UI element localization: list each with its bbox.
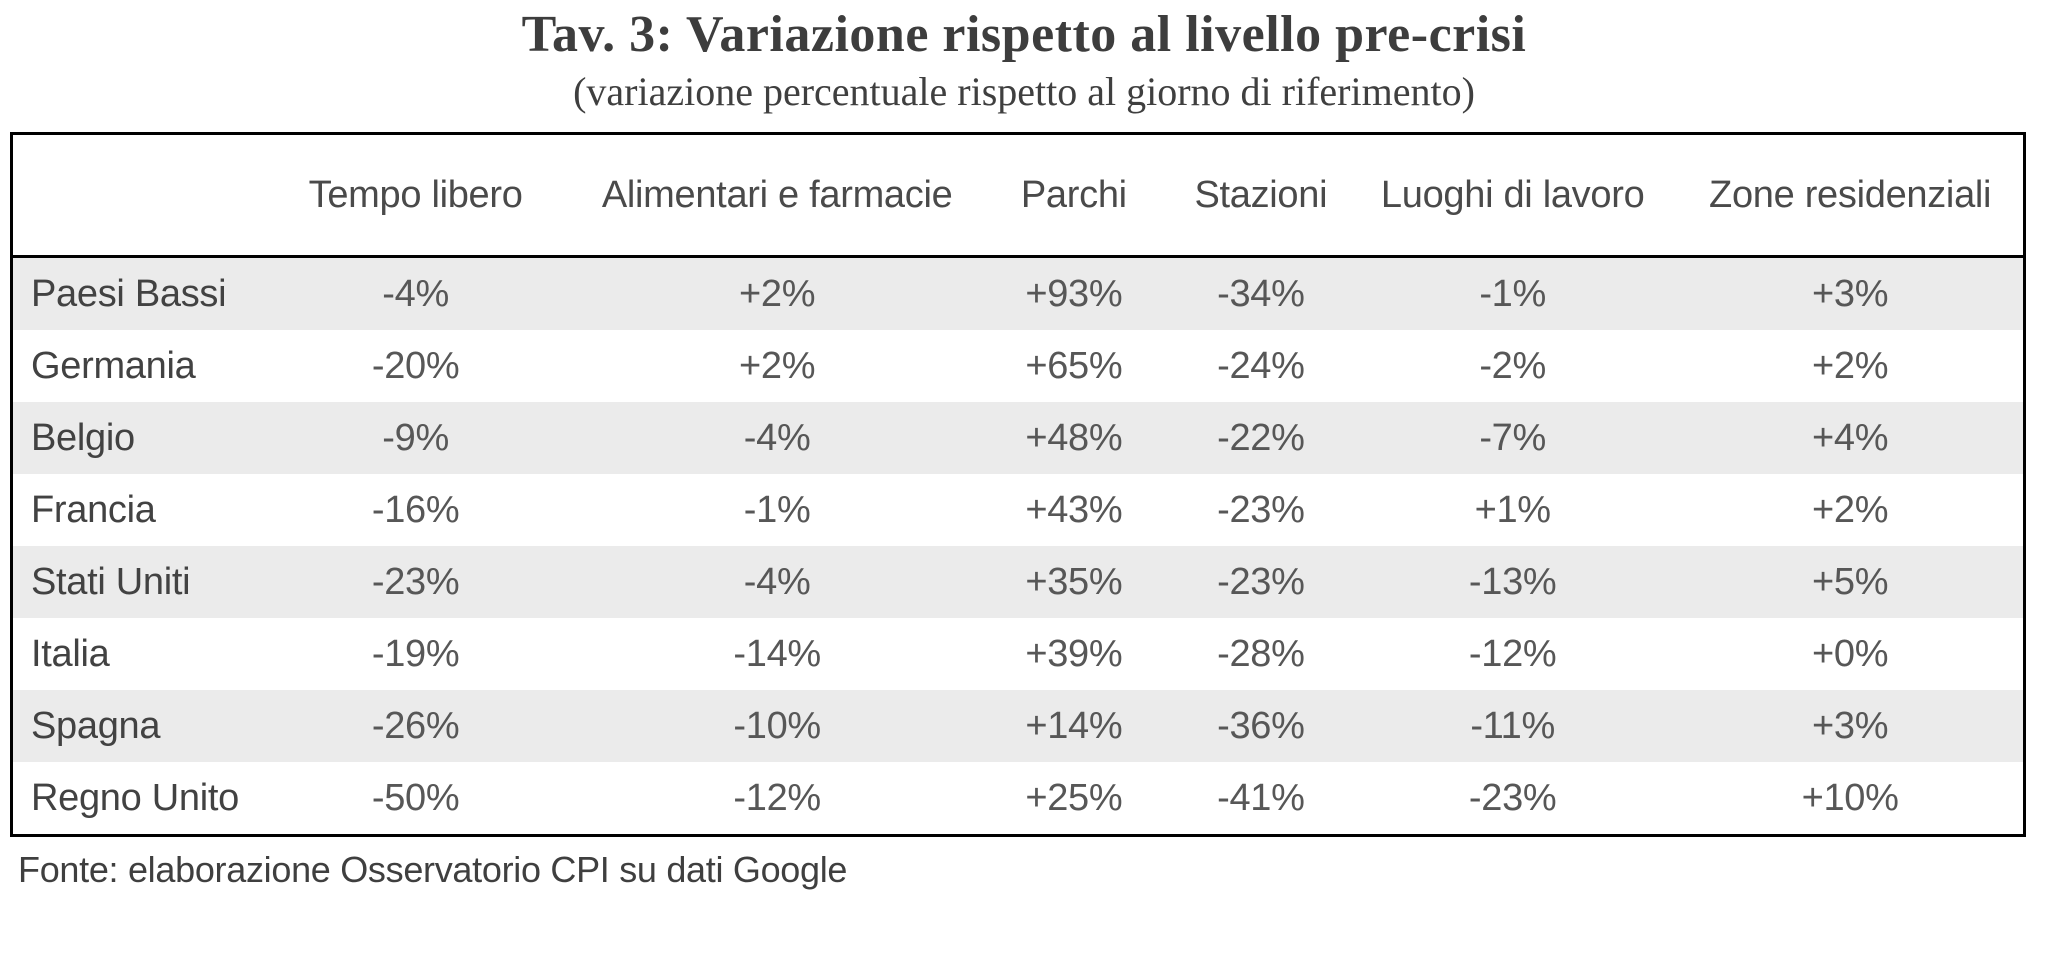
table-row: Francia -16% -1% +43% -23% +1% +2% [12, 474, 2025, 546]
cell-value: -10% [733, 704, 821, 747]
row-label: Italia [31, 632, 110, 675]
table-row: Paesi Bassi -4% +2% +93% -34% -1% +3% [11, 256, 2025, 331]
header-empty-corner [12, 134, 252, 257]
cell-value: +39% [1025, 632, 1123, 675]
figure-subtitle: (variazione percentuale rispetto al gior… [573, 69, 1475, 115]
cell-value: +93% [1025, 272, 1123, 315]
header-zone-residenziali: Zone residenziali [1709, 173, 1992, 216]
cell-value: -28% [1217, 632, 1305, 675]
cell-value: -7% [1479, 416, 1547, 459]
figure-table-page: Tav. 3: Variazione rispetto al livello p… [0, 6, 2048, 953]
cell-value: +2% [739, 272, 816, 315]
cell-value: +25% [1025, 776, 1123, 819]
table-row: Belgio -9% -4% +48% -22% -7% +4% [11, 402, 2025, 475]
row-label: Spagna [31, 704, 161, 747]
cell-value: -34% [1217, 272, 1305, 315]
cell-value: -50% [371, 776, 460, 819]
cell-value: -12% [1468, 632, 1557, 675]
row-label: Regno Unito [31, 776, 239, 819]
cell-value: -9% [382, 416, 449, 459]
cell-value: -16% [371, 488, 460, 531]
cell-value: -23% [371, 560, 460, 603]
cell-value: -23% [1217, 560, 1305, 603]
header-luoghi-lavoro: Luoghi di lavoro [1380, 173, 1645, 216]
cell-value: -41% [1217, 776, 1305, 819]
cell-value: +0% [1812, 632, 1889, 675]
cell-value: -36% [1217, 704, 1305, 747]
cell-value: -12% [733, 776, 821, 819]
cell-value: -4% [743, 416, 811, 459]
cell-value: -23% [1468, 776, 1557, 819]
cell-value: -19% [371, 632, 460, 675]
table-row: Germania -20% +2% +65% -24% -2% +2% [12, 330, 2025, 402]
table-row: Regno Unito -50% -12% +25% -41% -23% +10% [12, 762, 2025, 836]
cell-value: -24% [1217, 344, 1305, 387]
cell-value: -13% [1468, 560, 1557, 603]
cell-value: -4% [743, 560, 811, 603]
cell-value: +35% [1025, 560, 1123, 603]
cell-value: -23% [1217, 488, 1305, 531]
cell-value: +3% [1812, 704, 1889, 747]
table-body: Paesi Bassi -4% +2% +93% -34% -1% +3% Germani… [11, 256, 2025, 836]
header-alimentari-farmacie: Alimentari e farmacie [601, 173, 953, 216]
row-label: Paesi Bassi [31, 272, 227, 315]
cell-value: +2% [1812, 488, 1889, 531]
cell-value: +14% [1025, 704, 1123, 747]
cell-value: -4% [382, 272, 449, 315]
cell-value: +4% [1812, 416, 1889, 459]
header-parchi: Parchi [1020, 173, 1127, 216]
cell-value: -2% [1479, 344, 1547, 387]
table-header-row: Tempo libero Alimentari e farmacie Parch… [11, 134, 2025, 257]
cell-value: -11% [1470, 704, 1556, 747]
cell-value: +5% [1812, 560, 1889, 603]
header-stazioni: Stazioni [1194, 173, 1328, 216]
cell-value: +3% [1812, 272, 1889, 315]
cell-value: -1% [1479, 272, 1547, 315]
header-tempo-libero: Tempo libero [308, 173, 523, 216]
row-label: Germania [31, 344, 196, 387]
cell-value: -20% [371, 344, 460, 387]
cell-value: +10% [1801, 776, 1899, 819]
cell-value: +43% [1025, 488, 1123, 531]
source-note: Fonte: elaborazione Osservatorio CPI su … [18, 849, 848, 891]
row-label: Belgio [31, 416, 135, 459]
variation-table: Tempo libero Alimentari e farmacie Parch… [10, 132, 2026, 838]
cell-value: +1% [1474, 488, 1552, 531]
table-row: Italia -19% -14% +39% -28% -12% +0% [12, 618, 2025, 690]
cell-value: -22% [1217, 416, 1305, 459]
cell-value: +2% [739, 344, 816, 387]
row-label: Francia [31, 488, 156, 531]
cell-value: +48% [1025, 416, 1123, 459]
table-row: Spagna -26% -10% +14% -36% -11% +3% [11, 690, 2025, 763]
cell-value: -14% [733, 632, 821, 675]
figure-title: Tav. 3: Variazione rispetto al livello p… [521, 6, 1527, 63]
cell-value: +65% [1025, 344, 1123, 387]
row-label: Stati Uniti [31, 560, 191, 603]
cell-value: -1% [743, 488, 811, 531]
table-row: Stati Uniti -23% -4% +35% -23% -13% +5% [11, 546, 2025, 619]
cell-value: +2% [1812, 344, 1889, 387]
cell-value: -26% [371, 704, 460, 747]
